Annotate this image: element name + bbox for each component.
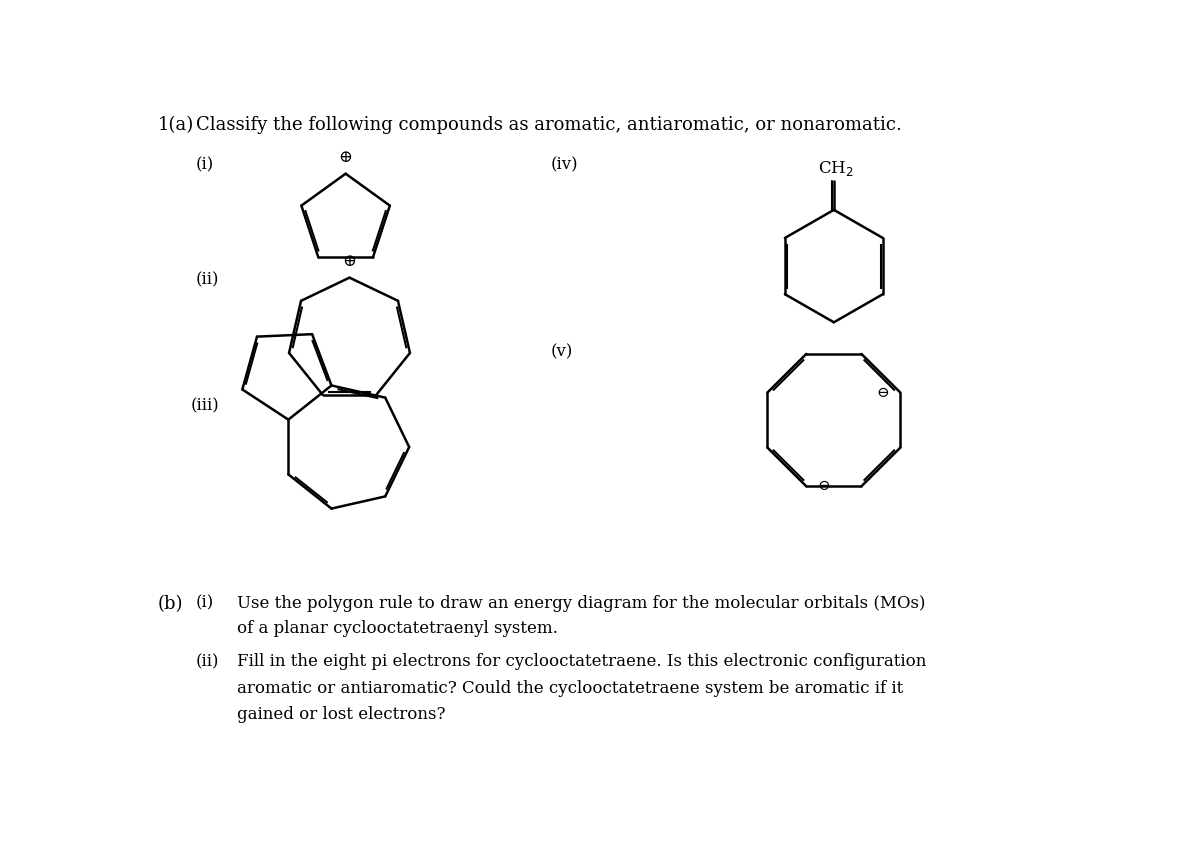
Text: ⊕: ⊕ <box>339 149 353 166</box>
Text: aromatic or antiaromatic? Could the cyclooctatetraene system be aromatic if it: aromatic or antiaromatic? Could the cycl… <box>237 680 903 697</box>
Text: (b): (b) <box>159 595 184 613</box>
Text: ⊖: ⊖ <box>877 386 889 399</box>
Text: of a planar cyclooctatetraenyl system.: of a planar cyclooctatetraenyl system. <box>237 620 558 638</box>
Text: 1(a): 1(a) <box>159 116 194 134</box>
Text: (iii): (iii) <box>191 397 219 414</box>
Text: (ii): (ii) <box>197 653 219 670</box>
Text: Use the polygon rule to draw an energy diagram for the molecular orbitals (MOs): Use the polygon rule to draw an energy d… <box>237 595 926 612</box>
Text: CH$_2$: CH$_2$ <box>818 159 854 177</box>
Text: (ii): (ii) <box>197 272 219 289</box>
Text: Fill in the eight pi electrons for cyclooctatetraene. Is this electronic configu: Fill in the eight pi electrons for cyclo… <box>237 653 927 670</box>
Text: (v): (v) <box>551 343 573 360</box>
Text: ⊕: ⊕ <box>342 253 356 270</box>
Text: (iv): (iv) <box>551 156 579 173</box>
Text: gained or lost electrons?: gained or lost electrons? <box>237 706 445 722</box>
Text: (i): (i) <box>197 156 214 173</box>
Text: (i): (i) <box>197 595 214 612</box>
Text: Classify the following compounds as aromatic, antiaromatic, or nonaromatic.: Classify the following compounds as arom… <box>197 116 902 134</box>
Text: ⊖: ⊖ <box>817 479 830 494</box>
